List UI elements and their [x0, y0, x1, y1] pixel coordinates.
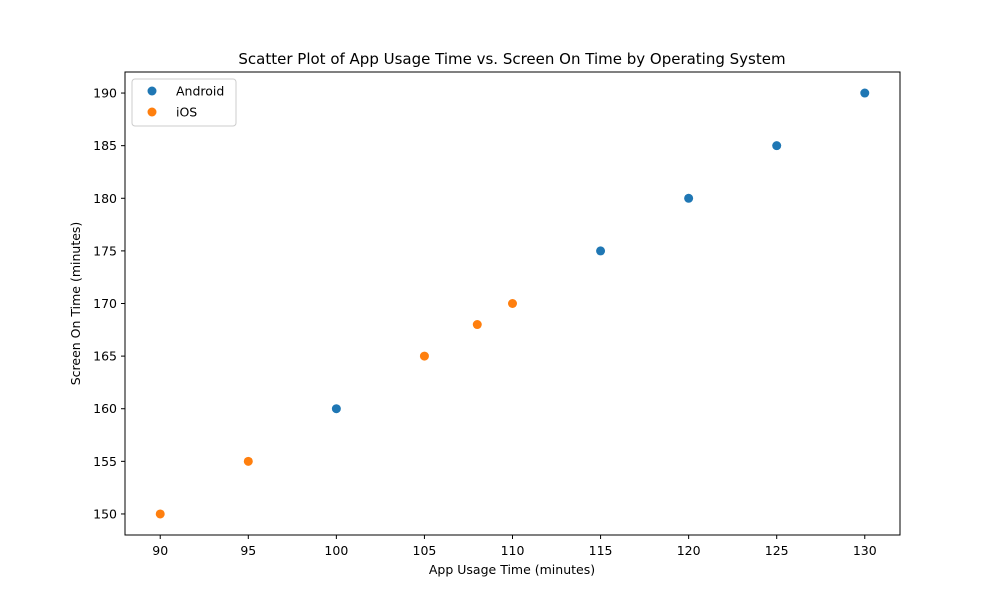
legend-marker-android — [147, 86, 157, 96]
y-tick-label: 175 — [93, 243, 117, 258]
y-tick-label: 160 — [93, 401, 117, 416]
x-axis-title: App Usage Time (minutes) — [429, 562, 595, 577]
y-tick-label: 190 — [93, 86, 117, 101]
plot-area — [155, 88, 870, 519]
y-tick-label: 185 — [93, 138, 117, 153]
y-tick-label: 180 — [93, 191, 117, 206]
x-tick-label: 90 — [152, 543, 168, 558]
legend: Android iOS — [131, 78, 237, 127]
point-ios — [419, 351, 429, 361]
point-ios — [472, 320, 482, 330]
legend-box — [131, 78, 237, 127]
point-android — [684, 193, 694, 203]
point-android — [596, 246, 606, 256]
x-tick-label: 95 — [240, 543, 256, 558]
y-tick-label: 155 — [93, 454, 117, 469]
y-axis-title: Screen On Time (minutes) — [68, 222, 83, 386]
point-ios — [243, 456, 253, 466]
x-tick-label: 100 — [324, 543, 348, 558]
x-tick-label: 110 — [501, 543, 525, 558]
point-android — [860, 88, 870, 98]
y-axis: 150 155 160 165 170 175 180 185 190 — [93, 86, 125, 521]
y-tick-label: 150 — [93, 506, 117, 521]
point-android — [772, 141, 782, 151]
x-tick-label: 120 — [677, 543, 701, 558]
legend-marker-ios — [147, 107, 157, 117]
y-tick-label: 170 — [93, 296, 117, 311]
legend-label-ios: iOS — [176, 105, 197, 120]
point-android — [331, 404, 341, 414]
x-tick-label: 115 — [589, 543, 613, 558]
x-tick-label: 105 — [413, 543, 437, 558]
chart-title: Scatter Plot of App Usage Time vs. Scree… — [238, 50, 785, 68]
y-tick-label: 165 — [93, 349, 117, 364]
point-ios — [508, 299, 517, 308]
x-tick-label: 125 — [765, 543, 789, 558]
point-ios — [155, 509, 165, 519]
x-axis: 90 95 100 105 110 115 120 125 130 — [152, 535, 877, 558]
x-tick-label: 130 — [853, 543, 877, 558]
legend-label-android: Android — [176, 84, 224, 99]
